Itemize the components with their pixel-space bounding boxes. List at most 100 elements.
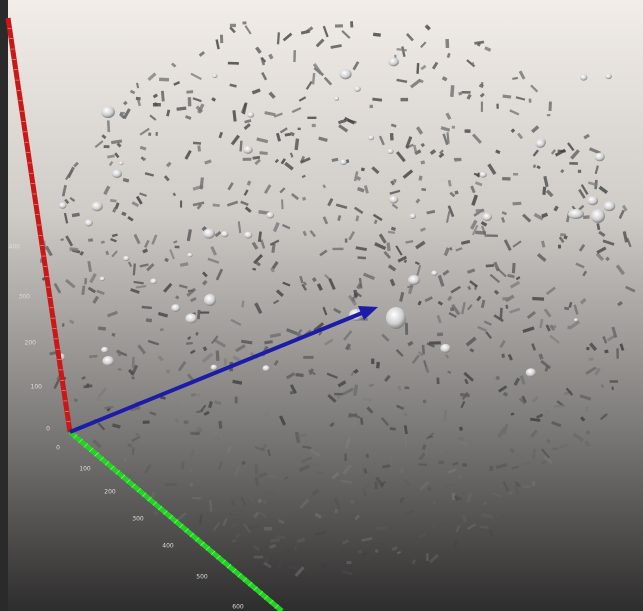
particle	[62, 323, 64, 326]
particle	[465, 129, 471, 133]
particle	[612, 387, 614, 390]
particle	[376, 362, 380, 369]
particle	[371, 359, 374, 365]
depth-tick-label: 300	[132, 516, 144, 523]
vertical-tick-label: 200	[25, 340, 37, 347]
bubble	[85, 219, 93, 226]
bubble	[482, 213, 492, 221]
bubble	[580, 74, 588, 80]
bubble	[262, 365, 269, 371]
bubble	[171, 304, 180, 312]
bubble	[203, 229, 215, 239]
particle	[334, 393, 343, 396]
viewport-3d: 01002003004000100200300400500600	[0, 0, 643, 611]
particle	[578, 170, 581, 173]
bubble	[568, 209, 584, 219]
bubble	[388, 57, 399, 66]
particle	[450, 307, 454, 311]
vertical-tick-label: 300	[19, 294, 31, 301]
particle	[159, 78, 169, 82]
bubble	[480, 172, 487, 178]
particle	[489, 466, 493, 471]
bubble	[386, 307, 406, 329]
particle	[254, 556, 264, 559]
bubble	[266, 212, 274, 219]
particle	[143, 421, 150, 424]
particle	[104, 145, 110, 148]
particle	[298, 559, 302, 562]
particle	[438, 461, 444, 465]
vertical-tick-label: 100	[31, 384, 43, 391]
bubble	[431, 270, 437, 275]
particle	[156, 132, 158, 136]
particle	[549, 101, 552, 111]
particle	[502, 177, 510, 181]
particle	[337, 395, 340, 399]
particle	[462, 91, 471, 94]
bubble	[387, 149, 393, 154]
particle	[346, 561, 351, 564]
bubble	[591, 209, 605, 223]
particle	[69, 247, 78, 251]
bubble	[102, 356, 114, 366]
particle	[513, 173, 518, 176]
particle	[235, 396, 238, 403]
bubble	[408, 275, 420, 285]
particle	[437, 332, 443, 336]
particle	[220, 35, 223, 43]
particle	[307, 117, 316, 119]
particle	[316, 472, 324, 475]
bubble	[247, 112, 254, 118]
bubble	[595, 153, 605, 162]
depth-tick-label: 200	[104, 489, 116, 496]
bubble	[354, 86, 361, 92]
particle	[175, 246, 180, 249]
bubble	[243, 146, 253, 154]
particle	[483, 502, 487, 504]
bubble	[101, 347, 108, 353]
particle	[496, 104, 498, 109]
particle	[364, 491, 366, 497]
particle	[481, 82, 483, 86]
bubble	[340, 69, 352, 79]
particle	[487, 234, 498, 237]
particle	[148, 132, 151, 136]
particle	[295, 564, 301, 567]
particle	[361, 168, 365, 172]
particle	[585, 406, 589, 411]
particle	[146, 318, 152, 322]
bubble	[574, 318, 578, 321]
particle	[375, 549, 379, 552]
particle	[303, 356, 313, 359]
particle	[332, 248, 343, 251]
particle	[610, 380, 618, 382]
bubble	[605, 74, 612, 80]
bubble	[368, 135, 374, 140]
bubble	[526, 368, 536, 377]
particle	[181, 461, 184, 468]
vertical-tick-label: 0	[46, 426, 50, 433]
particle	[501, 354, 505, 358]
particle	[218, 421, 222, 429]
bubble	[187, 253, 192, 258]
particle	[404, 386, 409, 389]
depth-tick-label: 0	[56, 445, 60, 452]
particle	[376, 527, 387, 530]
particle	[132, 357, 135, 368]
particle	[335, 509, 338, 513]
depth-tick-label: 500	[196, 574, 208, 581]
bubble	[100, 277, 105, 281]
particle	[502, 297, 510, 300]
bubble	[112, 169, 122, 177]
depth-tick-label: 400	[162, 543, 174, 550]
particle	[616, 348, 619, 358]
particle	[186, 90, 193, 93]
particle	[344, 454, 347, 461]
bubble	[340, 159, 347, 165]
particle	[604, 350, 608, 354]
particle	[350, 21, 353, 27]
particle	[228, 62, 239, 65]
particle	[532, 297, 544, 301]
particle	[443, 526, 448, 530]
particle	[529, 99, 532, 103]
